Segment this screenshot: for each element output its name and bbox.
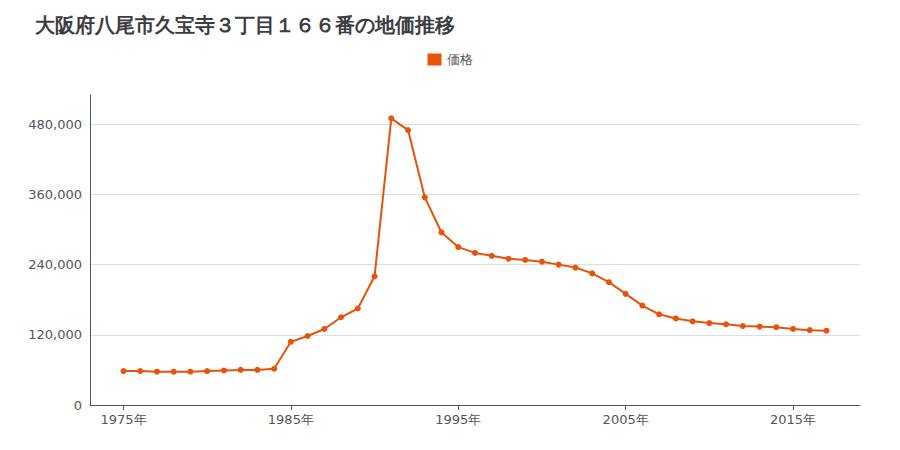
svg-text:1995年: 1995年 [435,412,481,427]
svg-text:価格: 価格 [447,52,473,67]
svg-text:480,000: 480,000 [28,117,82,132]
svg-text:240,000: 240,000 [28,257,82,272]
svg-text:大阪府八尾市久宝寺３丁目１６６番の地価推移: 大阪府八尾市久宝寺３丁目１６６番の地価推移 [35,13,455,37]
svg-text:2005年: 2005年 [603,412,649,427]
svg-text:1975年: 1975年 [100,412,146,427]
svg-text:0: 0 [74,398,82,413]
svg-text:360,000: 360,000 [28,187,82,202]
svg-text:120,000: 120,000 [28,327,82,342]
svg-text:1985年: 1985年 [268,412,314,427]
svg-text:2015年: 2015年 [770,412,816,427]
